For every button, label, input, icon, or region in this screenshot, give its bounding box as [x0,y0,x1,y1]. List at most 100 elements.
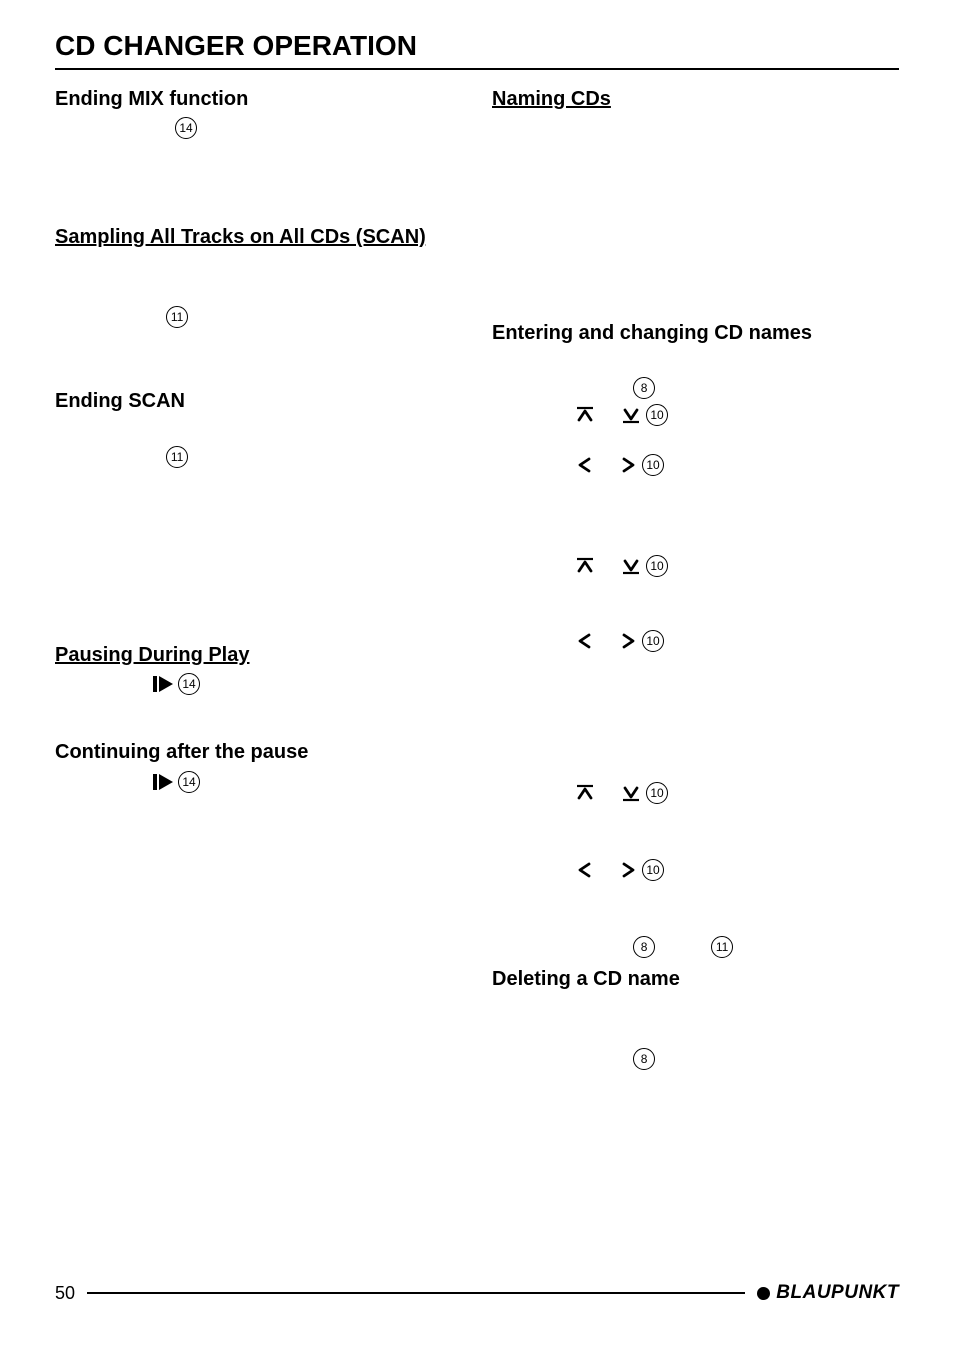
note-label: Note: [85,535,131,556]
t: again. [197,117,251,137]
and1: and [492,830,899,854]
heading-scan: Sampling All Tracks on All CDs (SCAN) [55,226,462,249]
t: Press [524,377,575,397]
bullet-icon [492,455,514,477]
text: Press or 10 to move the cursor to the ne… [524,628,899,677]
bullet-icon [55,446,77,468]
bullet-icon [492,631,514,653]
entering-b2: Press MENU 8. [492,375,899,399]
entering-b5: Press or 10 to move up and down through … [492,553,899,626]
text: Press or 10 until “CDC NAME” appears in … [524,401,899,450]
or1: or [492,754,899,778]
heading-ending-mix: Ending MIX function [55,88,462,111]
ending-mix-step: Press MIX 14 again. [55,115,462,139]
play-icon [153,772,173,792]
scan-step: press SC 11. [55,303,462,327]
note-head: Note: [55,532,462,559]
brand-text: BLAUPUNKT [776,1282,899,1304]
down-icon [621,557,641,575]
ref-10-icon: 10 [646,555,668,577]
t: or [595,403,621,423]
footer-rule [87,1292,745,1294]
text: Press MENU 8. [524,1046,660,1070]
mix-off-text: “MIX OFF” appears briefly in the display… [55,141,462,190]
right-column: Naming CDs You can assign a name to reco… [492,88,899,1072]
deleting-b2: Press MENU 8. [492,1046,899,1070]
ref-10-icon: 10 [642,630,664,652]
continue-step: Press 3 14 during the pause. [55,768,462,792]
continue-after: Play will continue. [55,795,462,819]
t: MENU [575,1048,628,1068]
end-scan-step: press SC 11 again. [55,443,462,467]
t: again. [188,445,242,465]
ref-10-icon: 10 [646,782,668,804]
bullet-icon [492,404,514,426]
text: press SC 11 again. [87,443,242,467]
page-title: CD CHANGER OPERATION [55,30,899,70]
ref-10-icon: 10 [642,859,664,881]
ref-14-icon: 14 [178,673,200,695]
t: or [595,782,621,802]
ref-8-icon: 8 [633,1048,655,1070]
bullet-icon [492,860,514,882]
entering-b3: Press or 10 until “CDC NAME” appears in … [492,401,899,450]
columns: Ending MIX function Press MIX 14 again. … [55,88,899,1072]
pause-after: “Pause” appears in the display. [55,697,462,721]
heading-end-scan: Ending SCAN [55,390,462,413]
info-icon [55,532,77,559]
entering-b10: Press MENU 8 or SC 11. [492,934,899,958]
t: SC [136,445,161,465]
scan-after: “SCAN” appears in the display. [55,330,462,354]
entering-b8: Press or 10 to switch back to the “CDC N… [492,780,899,829]
text: Press or 10 to move up and down through … [524,553,899,626]
ref-10-icon: 10 [642,454,664,476]
right-icon [619,632,637,650]
t: SC [681,936,706,956]
ref-8-icon: 8 [633,377,655,399]
ref-8-icon: 8 [633,936,655,958]
note-text: The scan time can be changed. Please rea… [55,559,462,608]
t: When you have finished entering the CD n… [524,679,899,752]
play-icon [153,674,173,694]
t: Press 3 [87,770,153,790]
entering-after1: You are now in the editing mode. If the … [492,478,899,551]
ref-14-icon: 14 [178,771,200,793]
t: . [200,673,205,693]
text: Press or 10 to switch back to the “CDC N… [524,780,899,829]
down-icon [621,406,641,424]
ref-11-icon: 11 [166,306,188,328]
text: Press or 10 to switch to the editing mod… [524,857,899,906]
t: or [593,859,619,879]
t: during the pause. [200,770,344,790]
left-icon [575,632,593,650]
t: Press [524,555,575,575]
and2: and [492,907,899,931]
naming-p1: You can assign a name to recognize your … [492,115,899,212]
left-icon [575,861,593,879]
heading-continue: Continuing after the pause [55,741,462,764]
t: . [655,377,660,397]
bullet-icon [492,937,514,959]
ref-11-icon: 11 [711,936,733,958]
t: Press [524,782,575,802]
t: or [655,936,681,956]
right-icon [619,456,637,474]
right-icon [619,861,637,879]
t: Press [524,1048,575,1068]
t: . [733,936,738,956]
heading-deleting: Deleting a CD name [492,968,899,991]
note2-text: If you try to assign more than 99 names,… [492,253,899,302]
bullet-icon [492,1049,514,1071]
text: Press MIX 14 again. [87,115,251,139]
t: or [595,555,621,575]
t: Listen to the CD you want to name. [524,349,805,373]
bullet-icon [55,674,77,696]
page-number: 50 [55,1283,75,1304]
t: . [188,305,193,325]
text: Press MENU 8. [524,375,660,399]
left-icon [575,456,593,474]
entering-b6: Press or 10 to move the cursor to the ne… [492,628,899,677]
note-block: Note: The scan time can be changed. Plea… [55,532,462,608]
deleting-b1: Listen to the CD whose name you want to … [492,995,899,1044]
ref-14-icon: 14 [175,117,197,139]
